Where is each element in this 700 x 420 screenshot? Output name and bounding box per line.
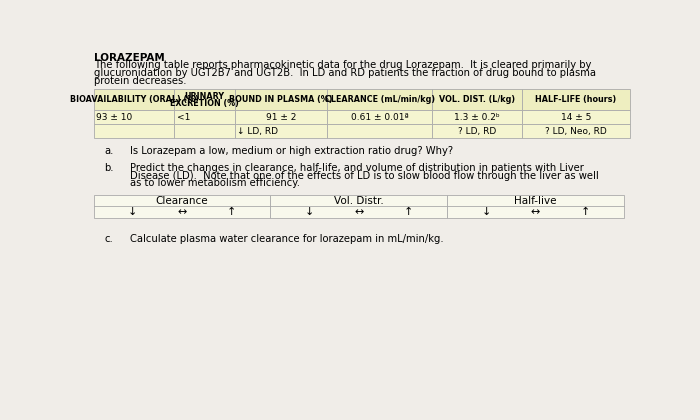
Text: Calculate plasma water clearance for lorazepam in mL/min/kg.: Calculate plasma water clearance for lor…	[130, 234, 444, 244]
Text: ? LD, Neo, RD: ? LD, Neo, RD	[545, 127, 607, 136]
Text: ↑: ↑	[403, 207, 413, 217]
Text: ↓ LD, RD: ↓ LD, RD	[237, 127, 278, 136]
Text: 0.61 ± 0.01ª: 0.61 ± 0.01ª	[351, 113, 409, 122]
Bar	[447, 195, 624, 218]
Text: 1.3 ± 0.2ᵇ: 1.3 ± 0.2ᵇ	[454, 113, 500, 122]
Text: <1: <1	[176, 113, 190, 122]
Bar	[327, 110, 433, 124]
Text: ↔: ↔	[354, 207, 363, 217]
Bar	[522, 110, 630, 124]
Text: glucuronidation by UGT2B7 and UGT2B.  In LD and RD patients the fraction of drug: glucuronidation by UGT2B7 and UGT2B. In …	[94, 68, 596, 78]
Bar	[234, 124, 327, 138]
Text: URINARY: URINARY	[185, 92, 225, 101]
Text: as to lower metabolism efficiency.: as to lower metabolism efficiency.	[130, 178, 300, 188]
Bar	[234, 89, 327, 110]
Text: ↑: ↑	[227, 207, 236, 217]
Text: 14 ± 5: 14 ± 5	[561, 113, 591, 122]
Text: VOL. DIST. (L/kg): VOL. DIST. (L/kg)	[439, 95, 515, 104]
Text: 93 ± 10: 93 ± 10	[96, 113, 132, 122]
Text: EXCRETION (%): EXCRETION (%)	[170, 99, 239, 108]
Bar	[174, 124, 235, 138]
Text: BIOAVAILABILITY (ORAL) (%): BIOAVAILABILITY (ORAL) (%)	[69, 95, 198, 104]
Text: ↓: ↓	[128, 207, 137, 217]
Bar	[94, 124, 174, 138]
Text: Clearance: Clearance	[155, 196, 209, 205]
Text: c.: c.	[104, 234, 113, 244]
Text: Half-live: Half-live	[514, 196, 556, 205]
Bar	[234, 110, 327, 124]
Text: The following table reports pharmacokinetic data for the drug Lorazepam.  It is : The following table reports pharmacokine…	[94, 60, 591, 71]
Bar	[94, 110, 174, 124]
Bar	[327, 89, 433, 110]
Bar	[522, 89, 630, 110]
Bar	[433, 124, 522, 138]
Text: ↓: ↓	[304, 207, 314, 217]
Bar	[94, 195, 270, 218]
Bar	[522, 124, 630, 138]
Bar	[433, 110, 522, 124]
Text: Predict the changes in clearance, half-life, and volume of distribution in patie: Predict the changes in clearance, half-l…	[130, 163, 584, 173]
Text: ? LD, RD: ? LD, RD	[458, 127, 496, 136]
Text: CLEARANCE (mL/min/kg): CLEARANCE (mL/min/kg)	[325, 95, 435, 104]
Text: 91 ± 2: 91 ± 2	[266, 113, 296, 122]
Bar	[270, 195, 447, 218]
Bar	[433, 89, 522, 110]
Text: ↔: ↔	[531, 207, 540, 217]
Bar	[94, 89, 174, 110]
Text: Disease (LD).  Note that one of the effects of LD is to slow blood flow through : Disease (LD). Note that one of the effec…	[130, 171, 599, 181]
Text: LORAZEPAM: LORAZEPAM	[94, 52, 164, 63]
Text: ↓: ↓	[482, 207, 491, 217]
Text: HALF-LIFE (hours): HALF-LIFE (hours)	[535, 95, 617, 104]
Text: protein decreases.: protein decreases.	[94, 76, 186, 86]
Text: a.: a.	[104, 146, 114, 156]
Text: ↑: ↑	[580, 207, 589, 217]
Bar	[327, 124, 433, 138]
Text: b.: b.	[104, 163, 114, 173]
Text: Is Lorazepam a low, medium or high extraction ratio drug? Why?: Is Lorazepam a low, medium or high extra…	[130, 146, 454, 156]
Bar	[174, 89, 235, 110]
Text: Vol. Distr.: Vol. Distr.	[334, 196, 384, 205]
Bar	[174, 110, 235, 124]
Text: BOUND IN PLASMA (%): BOUND IN PLASMA (%)	[229, 95, 332, 104]
Text: ↔: ↔	[177, 207, 187, 217]
